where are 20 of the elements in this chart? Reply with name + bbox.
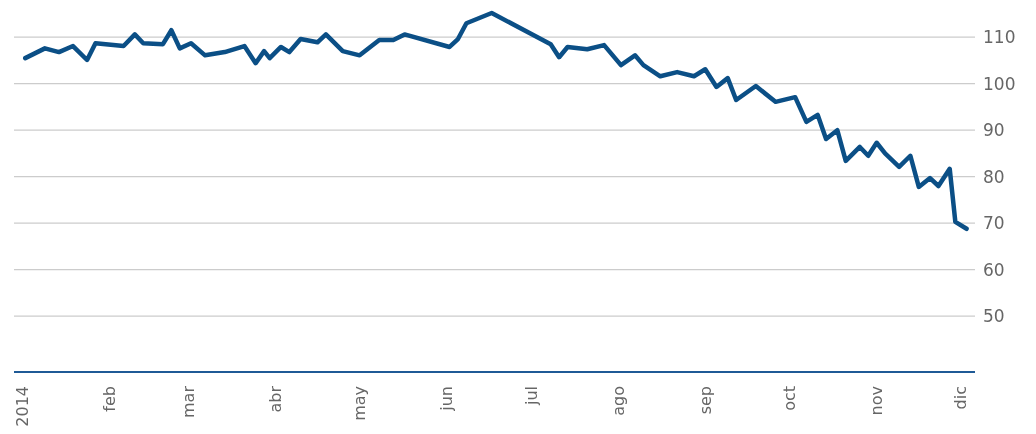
y-tick-label: 50	[983, 306, 1005, 327]
line-series	[22, 10, 969, 232]
x-tick-label: mar	[178, 385, 198, 418]
y-tick-label: 80	[983, 166, 1005, 187]
x-tick-label: nov	[867, 386, 887, 416]
x-tick-label: may	[350, 386, 370, 421]
x-tick-label: jun	[437, 386, 457, 412]
x-tick-label: 2014	[12, 386, 32, 427]
x-tick-label: dic	[951, 386, 971, 410]
x-tick-label: oct	[780, 386, 800, 411]
y-tick-label: 60	[983, 259, 1005, 280]
x-tick-label: jul	[521, 386, 541, 407]
y-tick-label: 100	[983, 73, 1016, 94]
y-tick-label: 110	[983, 27, 1016, 48]
y-tick-label: 90	[983, 120, 1005, 141]
x-tick-label: feb	[100, 386, 120, 412]
x-tick-label: abr	[265, 385, 285, 413]
y-tick-label: 70	[983, 213, 1005, 234]
x-tick-label: ago	[608, 386, 628, 416]
x-tick-label: sep	[695, 386, 715, 415]
